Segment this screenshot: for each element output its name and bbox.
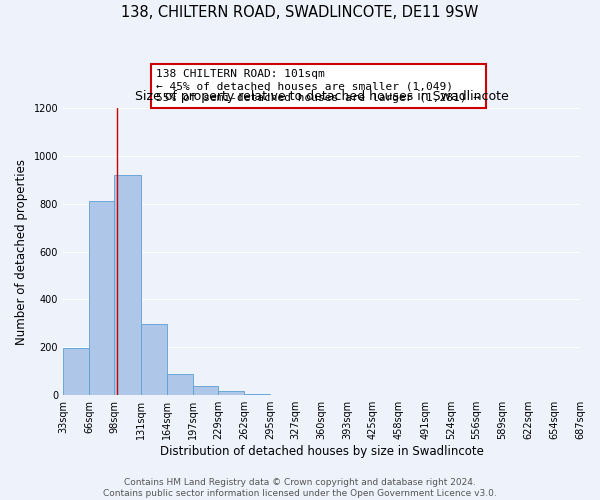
Text: 138 CHILTERN ROAD: 101sqm
← 45% of detached houses are smaller (1,049)
55% of se: 138 CHILTERN ROAD: 101sqm ← 45% of detac… [156, 70, 480, 102]
Text: Contains HM Land Registry data © Crown copyright and database right 2024.
Contai: Contains HM Land Registry data © Crown c… [103, 478, 497, 498]
Title: Size of property relative to detached houses in Swadlincote: Size of property relative to detached ho… [134, 90, 508, 103]
Bar [167, 374, 193, 394]
Y-axis label: Number of detached properties: Number of detached properties [15, 158, 28, 344]
X-axis label: Distribution of detached houses by size in Swadlincote: Distribution of detached houses by size … [160, 444, 484, 458]
Bar [115, 175, 140, 394]
Text: 138, CHILTERN ROAD, SWADLINCOTE, DE11 9SW: 138, CHILTERN ROAD, SWADLINCOTE, DE11 9S… [121, 5, 479, 20]
Bar [218, 391, 244, 394]
Bar [89, 202, 115, 394]
Bar [193, 386, 218, 394]
Bar [140, 324, 167, 394]
Bar [63, 348, 89, 395]
